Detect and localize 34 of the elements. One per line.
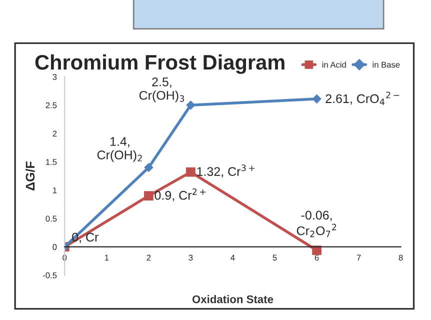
- annotation: 1.4, Cr(OH)$_{2}$: [97, 137, 142, 162]
- y-axis-title: ΔG/F: [25, 162, 35, 190]
- y-tick-label: 0.5: [46, 216, 57, 222]
- annotation: 0.9, Cr$^{2+}$: [154, 188, 206, 202]
- y-tick-label: 1.5: [46, 159, 57, 165]
- x-tick-label: 2: [146, 254, 151, 261]
- chart-title: Chromium Frost Diagram: [35, 54, 284, 74]
- annotation: 2.61, CrO$_{4}$$^{2−}$: [326, 92, 400, 106]
- point: [312, 94, 322, 104]
- annotation: 0, Cr: [72, 232, 98, 244]
- x-tick-label: 7: [356, 254, 361, 261]
- point: [144, 191, 154, 201]
- point: [144, 163, 154, 172]
- x-tick-label: 5: [272, 254, 277, 261]
- annotation: -0.06, Cr$_{2}$O$_{7}$$^{2}$: [296, 210, 336, 238]
- point: [186, 167, 196, 177]
- legend-label: in Base: [372, 62, 400, 68]
- x-axis-title: Oxidation State: [192, 295, 274, 304]
- y-tick-label: 2: [52, 130, 57, 137]
- point: [186, 100, 196, 110]
- point: [312, 246, 322, 255]
- annotation: 1.32, Cr$^{3+}$: [197, 164, 255, 178]
- x-tick-label: 4: [230, 254, 235, 261]
- x-tick-label: 6: [314, 254, 319, 261]
- y-tick-label: 2.5: [46, 102, 57, 108]
- y-tick-label: 1: [53, 187, 57, 194]
- y-tick-label: 3: [52, 74, 57, 80]
- x-tick-label: 1: [104, 254, 109, 261]
- y-tick-label: -0.5: [43, 272, 57, 278]
- y-tick-label: 0: [52, 244, 57, 250]
- annotation: 2.5, Cr(OH)$_{3}$: [139, 77, 184, 102]
- x-tick-label: 8: [398, 254, 403, 261]
- legend-label: in Acid: [322, 62, 346, 68]
- x-tick-label: 3: [188, 254, 193, 261]
